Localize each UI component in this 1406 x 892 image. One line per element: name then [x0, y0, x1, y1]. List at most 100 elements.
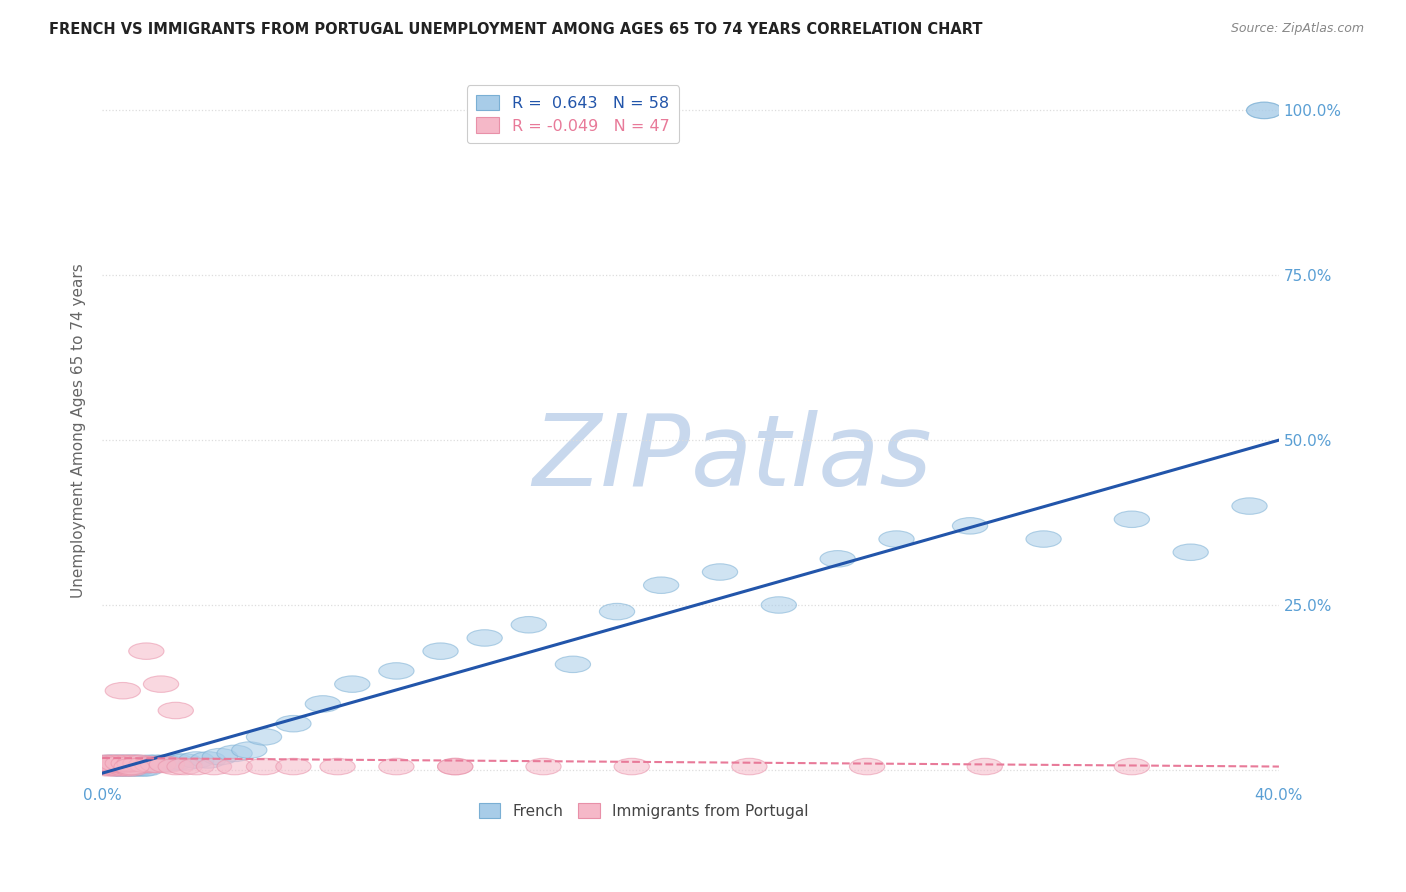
Ellipse shape — [232, 742, 267, 758]
Ellipse shape — [167, 758, 202, 775]
Ellipse shape — [179, 758, 214, 775]
Ellipse shape — [103, 756, 138, 772]
Ellipse shape — [125, 760, 162, 776]
Ellipse shape — [114, 760, 149, 776]
Text: FRENCH VS IMMIGRANTS FROM PORTUGAL UNEMPLOYMENT AMONG AGES 65 TO 74 YEARS CORREL: FRENCH VS IMMIGRANTS FROM PORTUGAL UNEMP… — [49, 22, 983, 37]
Ellipse shape — [246, 729, 281, 745]
Ellipse shape — [90, 755, 125, 772]
Ellipse shape — [97, 758, 132, 775]
Ellipse shape — [105, 756, 141, 772]
Ellipse shape — [217, 745, 252, 762]
Ellipse shape — [526, 758, 561, 775]
Ellipse shape — [149, 756, 184, 772]
Ellipse shape — [105, 682, 141, 699]
Ellipse shape — [849, 758, 884, 775]
Ellipse shape — [157, 754, 194, 770]
Ellipse shape — [111, 760, 146, 776]
Ellipse shape — [114, 755, 149, 772]
Ellipse shape — [276, 715, 311, 732]
Ellipse shape — [103, 760, 138, 776]
Ellipse shape — [197, 758, 232, 775]
Text: Source: ZipAtlas.com: Source: ZipAtlas.com — [1230, 22, 1364, 36]
Ellipse shape — [731, 758, 768, 775]
Ellipse shape — [149, 755, 184, 772]
Ellipse shape — [100, 755, 135, 772]
Ellipse shape — [614, 758, 650, 775]
Ellipse shape — [103, 755, 138, 772]
Ellipse shape — [105, 758, 141, 775]
Ellipse shape — [1173, 544, 1208, 560]
Ellipse shape — [132, 755, 167, 772]
Ellipse shape — [761, 597, 796, 613]
Ellipse shape — [644, 577, 679, 593]
Ellipse shape — [93, 758, 129, 775]
Ellipse shape — [97, 760, 132, 776]
Ellipse shape — [335, 676, 370, 692]
Ellipse shape — [967, 758, 1002, 775]
Ellipse shape — [952, 517, 987, 534]
Ellipse shape — [129, 643, 165, 659]
Legend: French, Immigrants from Portugal: French, Immigrants from Portugal — [472, 797, 814, 825]
Ellipse shape — [93, 756, 129, 772]
Ellipse shape — [103, 760, 138, 776]
Ellipse shape — [87, 755, 122, 772]
Ellipse shape — [202, 748, 238, 765]
Ellipse shape — [108, 755, 143, 772]
Ellipse shape — [108, 756, 143, 772]
Ellipse shape — [1232, 498, 1267, 515]
Ellipse shape — [105, 758, 141, 775]
Y-axis label: Unemployment Among Ages 65 to 74 years: Unemployment Among Ages 65 to 74 years — [72, 263, 86, 598]
Ellipse shape — [1026, 531, 1062, 548]
Ellipse shape — [1247, 103, 1282, 119]
Ellipse shape — [111, 755, 146, 772]
Ellipse shape — [157, 758, 194, 775]
Ellipse shape — [703, 564, 738, 581]
Ellipse shape — [305, 696, 340, 712]
Ellipse shape — [97, 756, 132, 772]
Ellipse shape — [141, 756, 176, 772]
Ellipse shape — [555, 657, 591, 673]
Ellipse shape — [467, 630, 502, 646]
Ellipse shape — [190, 752, 226, 768]
Ellipse shape — [111, 756, 146, 772]
Ellipse shape — [97, 755, 132, 772]
Ellipse shape — [93, 758, 129, 775]
Ellipse shape — [167, 754, 202, 770]
Ellipse shape — [143, 755, 179, 772]
Ellipse shape — [90, 760, 125, 776]
Ellipse shape — [87, 758, 122, 775]
Ellipse shape — [125, 756, 162, 772]
Ellipse shape — [90, 758, 125, 775]
Ellipse shape — [90, 756, 125, 772]
Ellipse shape — [437, 758, 472, 775]
Ellipse shape — [512, 616, 547, 633]
Ellipse shape — [423, 643, 458, 659]
Text: ZIP: ZIP — [533, 410, 690, 507]
Ellipse shape — [246, 758, 281, 775]
Ellipse shape — [120, 760, 155, 776]
Ellipse shape — [108, 760, 143, 776]
Ellipse shape — [179, 752, 214, 768]
Ellipse shape — [138, 755, 173, 772]
Ellipse shape — [100, 760, 135, 776]
Ellipse shape — [93, 755, 129, 772]
Ellipse shape — [378, 663, 413, 679]
Ellipse shape — [143, 676, 179, 692]
Ellipse shape — [111, 758, 146, 775]
Ellipse shape — [599, 603, 634, 620]
Ellipse shape — [1114, 758, 1150, 775]
Ellipse shape — [129, 756, 165, 772]
Ellipse shape — [122, 755, 157, 772]
Ellipse shape — [820, 550, 855, 567]
Ellipse shape — [120, 755, 155, 772]
Ellipse shape — [135, 756, 170, 772]
Ellipse shape — [100, 758, 135, 775]
Ellipse shape — [1114, 511, 1150, 527]
Ellipse shape — [108, 760, 143, 776]
Ellipse shape — [321, 758, 356, 775]
Ellipse shape — [276, 758, 311, 775]
Ellipse shape — [105, 755, 141, 772]
Ellipse shape — [157, 702, 194, 719]
Ellipse shape — [114, 758, 149, 775]
Ellipse shape — [437, 758, 472, 775]
